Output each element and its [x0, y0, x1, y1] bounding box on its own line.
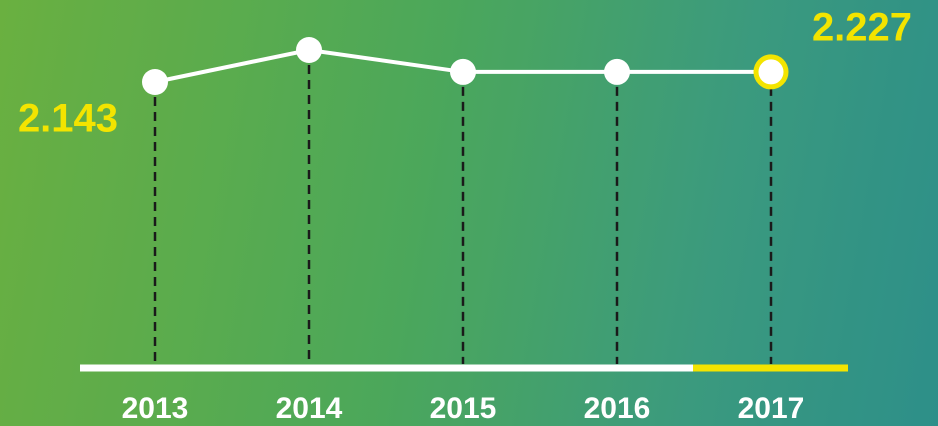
x-tick-label: 2017	[738, 392, 805, 425]
data-point	[142, 69, 168, 95]
data-point	[604, 58, 630, 85]
data-point	[450, 58, 476, 85]
data-point	[753, 54, 789, 90]
data-point	[296, 37, 322, 63]
x-tick-label: 2016	[584, 392, 651, 425]
data-label: 2.227	[812, 6, 912, 50]
x-tick-label: 2015	[430, 392, 497, 425]
data-label: 2.143	[18, 97, 118, 141]
x-tick-label: 2013	[122, 392, 189, 425]
x-tick-label: 2014	[276, 392, 343, 425]
